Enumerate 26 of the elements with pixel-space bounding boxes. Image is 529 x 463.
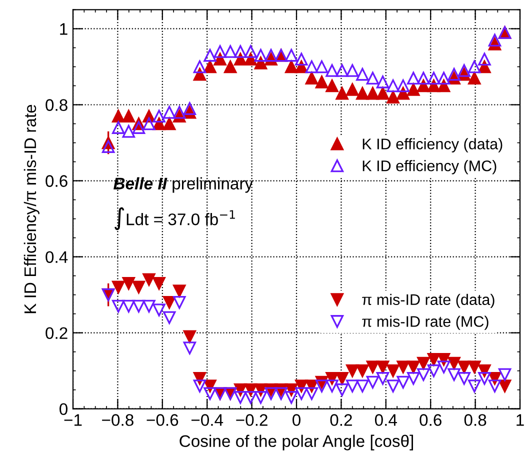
legend-label: π mis-ID rate (MC): [362, 316, 488, 330]
x-tick-label: 1: [516, 414, 524, 426]
annotation: preliminary: [172, 177, 254, 193]
x-tick-label: 0.8: [464, 414, 486, 426]
x-tick-label: 0.4: [374, 414, 398, 426]
x-axis-title: Cosine of the polar Angle [cosθ]: [180, 434, 413, 450]
legend-label: π mis-ID rate (data): [362, 294, 494, 308]
x-tick-label: −0.8: [102, 414, 134, 426]
x-tick-label: −0.6: [146, 414, 178, 426]
x-tick-label: −1: [64, 414, 82, 426]
y-tick-label: 0.2: [46, 327, 68, 340]
y-tick-label: 0.6: [46, 175, 68, 187]
x-tick-label: 0.2: [330, 414, 352, 426]
annotation: ∫Ldt = 37.0 fb$^{−1}$: [114, 207, 235, 230]
y-tick-label: 0.8: [46, 99, 68, 111]
annotation: Belle II: [114, 177, 168, 190]
x-tick-label: −0.4: [191, 414, 224, 426]
x-tick-label: −0.2: [236, 414, 268, 426]
y-tick-label: 1: [60, 23, 68, 35]
y-tick-label: 0.4: [46, 251, 68, 263]
y-axis-title: K ID Efficiency/π mis-ID rate: [24, 104, 40, 314]
y-tick-label: 0: [60, 403, 68, 416]
x-tick-label: 0: [292, 414, 300, 426]
x-tick-label: 0.6: [420, 414, 442, 426]
legend-label: K ID efficiency (data): [362, 138, 502, 152]
legend-label: K ID efficiency (MC): [362, 160, 496, 174]
